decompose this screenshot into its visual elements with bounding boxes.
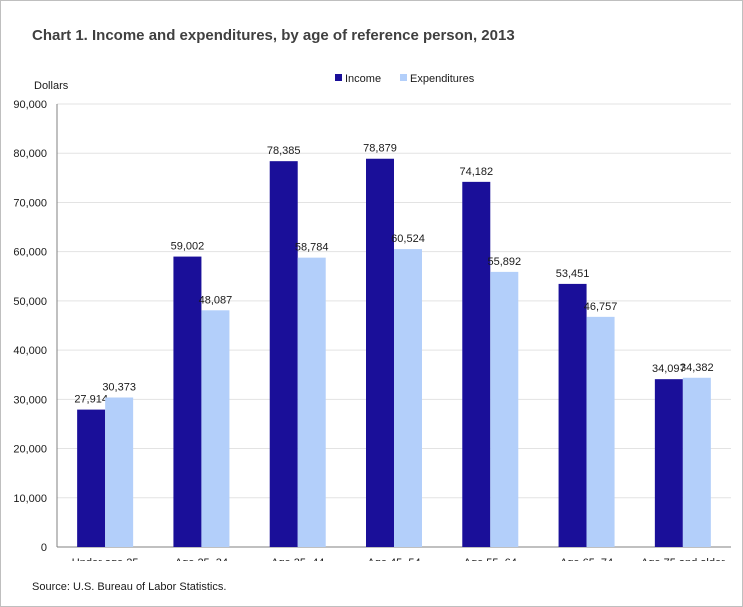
y-tick-label: 0: [41, 542, 47, 554]
bar-expenditures: [105, 397, 134, 547]
bar-income: [558, 283, 587, 547]
data-label: 27,914: [74, 394, 108, 406]
y-tick-label: 60,000: [13, 247, 47, 259]
data-label: 60,524: [391, 233, 425, 245]
bar-expenditures: [297, 257, 326, 547]
data-label: 74,182: [459, 166, 493, 178]
chart-svg: 0 10,000 20,000 30,000 40,000 50,000 60,000 70,…: [13, 73, 731, 561]
data-label: 48,087: [199, 294, 233, 306]
x-tick-label: Age 35–44: [271, 557, 324, 561]
y-tick-label: 70,000: [13, 197, 47, 209]
y-axis-label: Dollars: [34, 80, 69, 92]
bar-expenditures: [490, 271, 519, 547]
legend-label: Income: [345, 73, 381, 85]
x-tick-label: Age 55–64: [464, 557, 517, 561]
data-label: 34,382: [680, 362, 714, 374]
bar-expenditures: [586, 316, 615, 547]
y-tick-label: 10,000: [13, 493, 47, 505]
x-tick-label: Age 25–34: [175, 557, 228, 561]
bar-income: [77, 409, 106, 547]
data-label: 30,373: [102, 381, 136, 393]
bar-income: [366, 158, 394, 547]
x-tick-label: Age 65–74: [560, 557, 613, 561]
source-note: Source: U.S. Bureau of Labor Statistics.: [32, 581, 227, 593]
bar-income: [173, 256, 202, 547]
data-label: 55,892: [487, 256, 521, 268]
x-tick-label: Age 45–54: [367, 557, 420, 561]
y-tick-label: 40,000: [13, 345, 47, 357]
bar-expenditures: [201, 310, 230, 547]
data-label: 53,451: [556, 268, 590, 280]
bar-expenditures: [682, 377, 711, 547]
legend-swatch: [400, 74, 407, 81]
y-tick-label: 20,000: [13, 444, 47, 456]
bar-income: [462, 181, 491, 547]
bar-income: [654, 379, 683, 547]
chart-title: Chart 1. Income and expenditures, by age…: [32, 27, 515, 44]
data-label: 58,784: [295, 242, 329, 254]
data-label: 78,385: [267, 145, 301, 157]
y-tick-label: 30,000: [13, 394, 47, 406]
bar-expenditures: [394, 249, 422, 548]
data-label: 46,757: [584, 301, 618, 313]
x-tick-label: Under age 25: [72, 557, 139, 561]
data-label: 34,097: [652, 363, 686, 375]
bar-income: [269, 161, 298, 547]
legend-swatch: [335, 74, 342, 81]
x-tick-label: Age 75 and older: [641, 557, 725, 561]
legend-label: Expenditures: [410, 73, 475, 85]
y-tick-label: 90,000: [13, 99, 47, 111]
data-label: 59,002: [171, 241, 205, 253]
y-tick-label: 80,000: [13, 148, 47, 160]
data-label: 78,879: [363, 143, 397, 155]
y-tick-label: 50,000: [13, 296, 47, 308]
